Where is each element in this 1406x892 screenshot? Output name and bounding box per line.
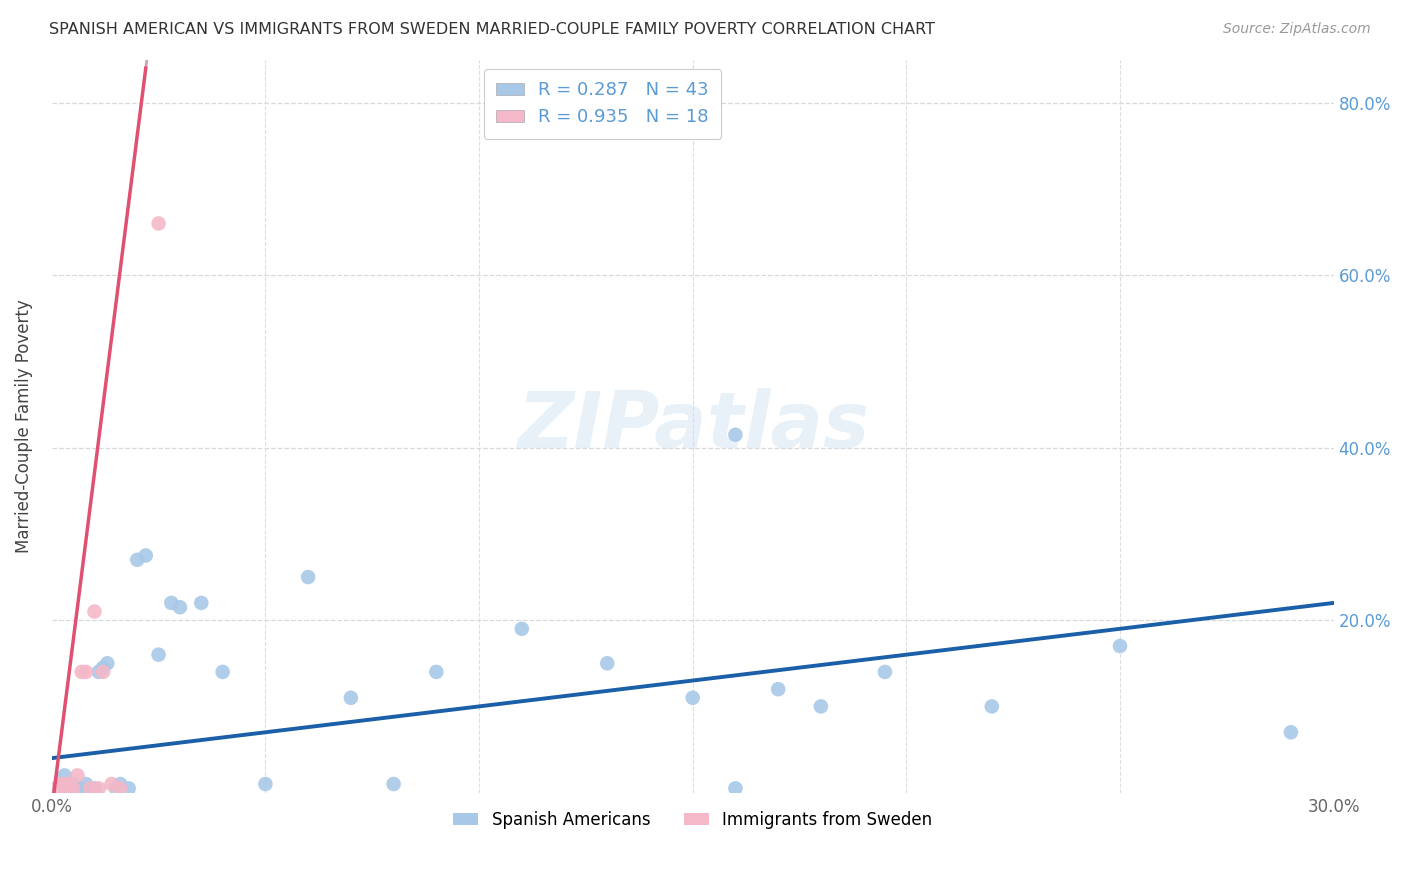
Point (75, 665, 97, 679)
Text: ZIPatlas: ZIPatlas (516, 388, 869, 464)
Point (169, 600, 191, 615)
Point (510, 622, 533, 636)
Point (53, 781, 76, 796)
Point (596, 657, 619, 671)
Point (91, 660, 114, 674)
Point (118, 781, 141, 796)
Point (49, 777, 72, 791)
Point (45, 781, 67, 796)
Point (148, 648, 170, 662)
Point (79, 781, 101, 796)
Point (49, 777, 72, 791)
Point (297, 570, 319, 584)
Point (70, 665, 93, 679)
Point (53, 781, 76, 796)
Point (724, 781, 747, 796)
Point (135, 549, 157, 563)
Point (49, 781, 72, 796)
Point (127, 553, 149, 567)
Point (62, 777, 84, 791)
Point (58, 777, 80, 791)
Point (53, 768, 76, 782)
Point (87, 665, 110, 679)
Point (148, 217, 170, 231)
Point (211, 665, 233, 679)
Point (83, 781, 105, 796)
Point (49, 781, 72, 796)
Point (190, 596, 212, 610)
Legend: Spanish Americans, Immigrants from Sweden: Spanish Americans, Immigrants from Swede… (447, 805, 939, 836)
Point (108, 781, 131, 796)
Point (87, 781, 110, 796)
Point (104, 781, 127, 796)
Point (91, 665, 114, 679)
Point (1279, 725, 1302, 739)
Point (58, 777, 80, 791)
Point (108, 777, 131, 791)
Point (682, 690, 704, 705)
Point (75, 777, 97, 791)
Point (340, 690, 363, 705)
Point (66, 781, 89, 796)
Point (58, 781, 80, 796)
Point (100, 777, 122, 791)
Point (873, 665, 896, 679)
Point (1109, 639, 1132, 653)
Point (980, 699, 1002, 714)
Point (425, 665, 447, 679)
Point (53, 777, 76, 791)
Text: Source: ZipAtlas.com: Source: ZipAtlas.com (1223, 22, 1371, 37)
Text: SPANISH AMERICAN VS IMMIGRANTS FROM SWEDEN MARRIED-COUPLE FAMILY POVERTY CORRELA: SPANISH AMERICAN VS IMMIGRANTS FROM SWED… (49, 22, 935, 37)
Point (62, 781, 84, 796)
Point (58, 781, 80, 796)
Point (382, 777, 405, 791)
Point (70, 781, 93, 796)
Point (160, 596, 183, 610)
Point (62, 781, 84, 796)
Point (810, 699, 832, 714)
Point (766, 682, 789, 697)
Point (724, 427, 747, 442)
Y-axis label: Married-Couple Family Poverty: Married-Couple Family Poverty (15, 299, 32, 553)
Point (45, 781, 67, 796)
Point (254, 777, 277, 791)
Point (66, 768, 89, 782)
Point (79, 781, 101, 796)
Point (96, 657, 118, 671)
Point (83, 605, 105, 619)
